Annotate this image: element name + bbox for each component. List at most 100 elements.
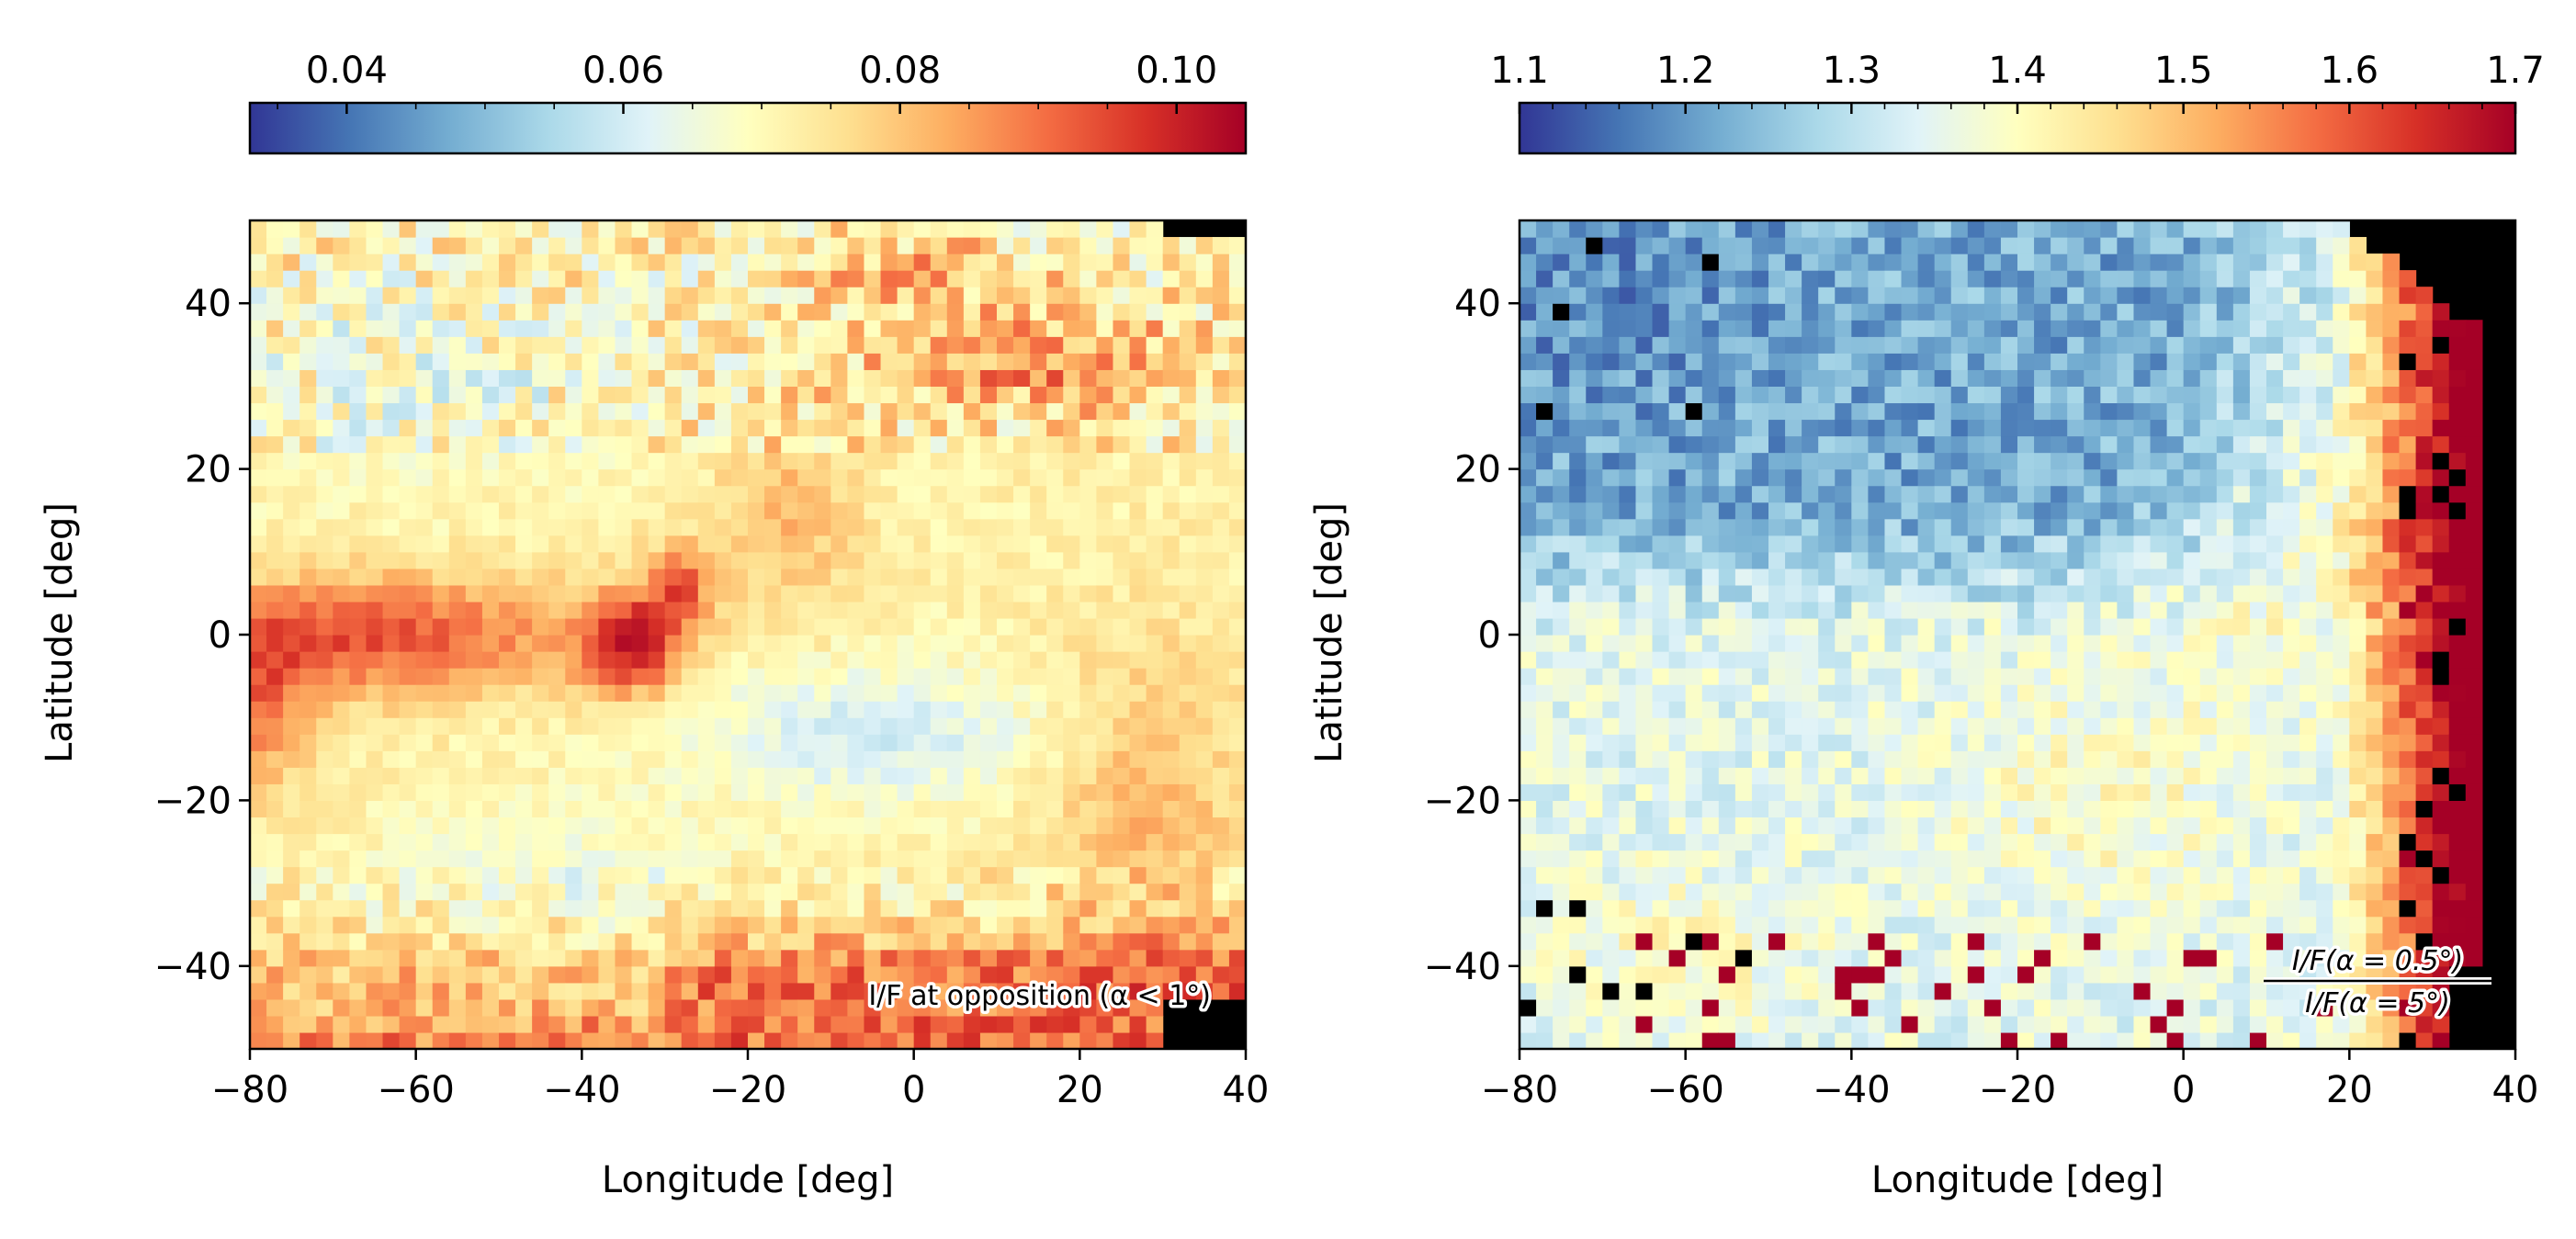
heatmap-cell	[2133, 353, 2151, 370]
heatmap-cell	[1079, 917, 1097, 934]
heatmap-cell	[748, 336, 765, 354]
heatmap-cell	[1163, 502, 1181, 520]
heatmap-cell	[2001, 850, 2018, 868]
heatmap-cell	[1196, 701, 1214, 718]
heatmap-cell	[1768, 270, 1786, 287]
heatmap-cell	[1653, 270, 1670, 287]
heatmap-cell	[1918, 419, 1936, 436]
heatmap-cell	[532, 436, 549, 454]
heatmap-cell	[1229, 717, 1247, 735]
heatmap-cell	[1213, 817, 1230, 834]
heatmap-cell	[1619, 469, 1636, 487]
heatmap-cell	[1653, 336, 1670, 354]
heatmap-cell	[1935, 917, 1952, 934]
heatmap-cell	[1802, 436, 1819, 454]
heatmap-cell	[1802, 453, 1819, 470]
heatmap-cell	[864, 353, 881, 370]
heatmap-cell	[482, 253, 500, 271]
heatmap-cell	[1180, 635, 1197, 652]
heatmap-cell	[947, 917, 965, 934]
heatmap-cell	[1079, 800, 1097, 817]
heatmap-cell	[881, 419, 898, 436]
heatmap-cell	[814, 402, 831, 420]
heatmap-cell	[632, 783, 650, 801]
heatmap-cell	[1669, 320, 1687, 337]
heatmap-cell	[1653, 469, 1670, 487]
heatmap-cell	[947, 253, 965, 271]
heatmap-cell	[1686, 884, 1703, 901]
heatmap-cell	[499, 469, 516, 487]
heatmap-cell	[665, 569, 683, 586]
heatmap-cell	[598, 419, 616, 436]
heatmap-cell	[1851, 253, 1869, 271]
heatmap-cell	[632, 767, 650, 784]
heatmap-cell	[814, 966, 831, 984]
heatmap-cell	[864, 386, 881, 403]
heatmap-cell	[1213, 867, 1230, 884]
heatmap-cell	[881, 486, 898, 503]
heatmap-cell	[1935, 950, 1952, 967]
heatmap-cell	[1113, 386, 1130, 403]
heatmap-cell	[383, 850, 401, 868]
heatmap-cell	[1785, 552, 1802, 569]
heatmap-cell	[1229, 701, 1247, 718]
heatmap-cell	[1984, 1032, 2002, 1050]
heatmap-cell	[682, 833, 699, 850]
heatmap-cell	[400, 353, 417, 370]
heatmap-cell	[1030, 750, 1047, 768]
heatmap-cell	[1079, 734, 1097, 751]
heatmap-cell	[731, 320, 749, 337]
heatmap-cell	[1902, 933, 1919, 951]
heatmap-cell	[565, 336, 582, 354]
heatmap-cell	[548, 750, 566, 768]
heatmap-cell	[682, 220, 699, 238]
heatmap-cell	[731, 701, 749, 718]
heatmap-cell	[898, 353, 915, 370]
heatmap-cell	[250, 220, 267, 238]
heatmap-cell	[2017, 519, 2035, 536]
heatmap-cell	[2151, 999, 2168, 1017]
heatmap-cell	[2100, 353, 2118, 370]
heatmap-cell	[964, 585, 981, 603]
heatmap-cell	[433, 651, 450, 669]
heatmap-cell	[731, 817, 749, 834]
heatmap-cell	[881, 750, 898, 768]
heatmap-cell	[1951, 402, 1969, 420]
heatmap-cell	[1635, 917, 1653, 934]
heatmap-cell	[1719, 519, 1736, 536]
heatmap-cell	[366, 287, 383, 304]
heatmap-cell	[1586, 618, 1603, 636]
heatmap-cell	[1686, 486, 1703, 503]
heatmap-cell	[649, 684, 666, 702]
heatmap-cell	[931, 453, 948, 470]
heatmap-cell	[1163, 453, 1181, 470]
heatmap-cell	[582, 850, 599, 868]
heatmap-cell	[1935, 486, 1952, 503]
heatmap-cell	[548, 419, 566, 436]
heatmap-cell	[1602, 983, 1620, 1000]
heatmap-cell	[466, 336, 483, 354]
heatmap-cell	[1719, 369, 1736, 387]
heatmap-cell	[1635, 950, 1653, 967]
heatmap-cell	[1868, 303, 1885, 321]
heatmap-cell	[515, 602, 533, 619]
heatmap-cell	[1046, 717, 1064, 735]
heatmap-cell	[898, 950, 915, 967]
heatmap-cell	[864, 867, 881, 884]
heatmap-cell	[2051, 1032, 2068, 1050]
heatmap-cell	[698, 303, 716, 321]
heatmap-cell	[797, 750, 815, 768]
heatmap-cell	[715, 469, 732, 487]
heatmap-cell	[1902, 469, 1919, 487]
heatmap-cell	[864, 701, 881, 718]
heatmap-cell	[2067, 817, 2085, 834]
heatmap-cell	[814, 1032, 831, 1050]
heatmap-cell	[2034, 519, 2051, 536]
heatmap-cell	[1968, 486, 1985, 503]
heatmap-cell	[1902, 983, 1919, 1000]
heatmap-cell	[1884, 900, 1902, 918]
heatmap-cell	[1735, 717, 1753, 735]
heatmap-cell	[2017, 552, 2035, 569]
heatmap-cell	[1013, 668, 1031, 685]
heatmap-cell	[947, 850, 965, 868]
